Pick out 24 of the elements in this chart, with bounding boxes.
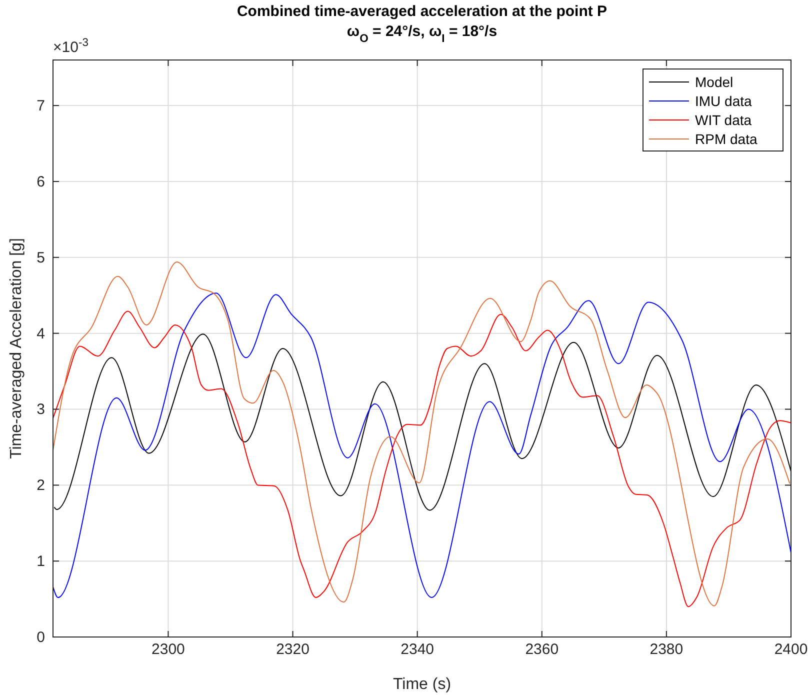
legend-label: IMU data — [695, 93, 752, 109]
y-tick-label: 7 — [36, 98, 45, 115]
y-tick-label: 1 — [36, 553, 45, 570]
y-tick-label: 0 — [36, 629, 45, 646]
x-tick-label: 2380 — [650, 641, 684, 658]
x-tick-label: 2340 — [400, 641, 434, 658]
y-tick-label: 3 — [36, 401, 45, 418]
text: ×10$^{-3}$ — [53, 37, 88, 56]
x-tick-label: 2320 — [276, 641, 310, 658]
x-tick-label: 2300 — [152, 641, 185, 658]
y-tick-label: 5 — [36, 249, 45, 266]
chart-subtitle: ω$_{O}$ = 24°/s, ω$_{I}$ = 18°/s — [346, 23, 498, 45]
y-tick-label: 4 — [36, 325, 45, 342]
legend-label: RPM data — [695, 131, 758, 147]
y-tick-label: 2 — [36, 477, 45, 494]
x-axis-title: Time (s) — [392, 676, 452, 693]
y-tick-label: 6 — [36, 173, 45, 190]
legend-label: WIT data — [695, 112, 752, 128]
chart-title: Combined time-averaged acceleration at the point P — [236, 3, 608, 20]
line-series — [54, 334, 791, 511]
x-tick-label: 2400 — [774, 641, 808, 658]
x-tick-label: 2360 — [525, 641, 559, 658]
y-axis-title: Time-averaged Acceleration [g] — [8, 238, 25, 459]
legend-label: Model — [695, 74, 734, 90]
